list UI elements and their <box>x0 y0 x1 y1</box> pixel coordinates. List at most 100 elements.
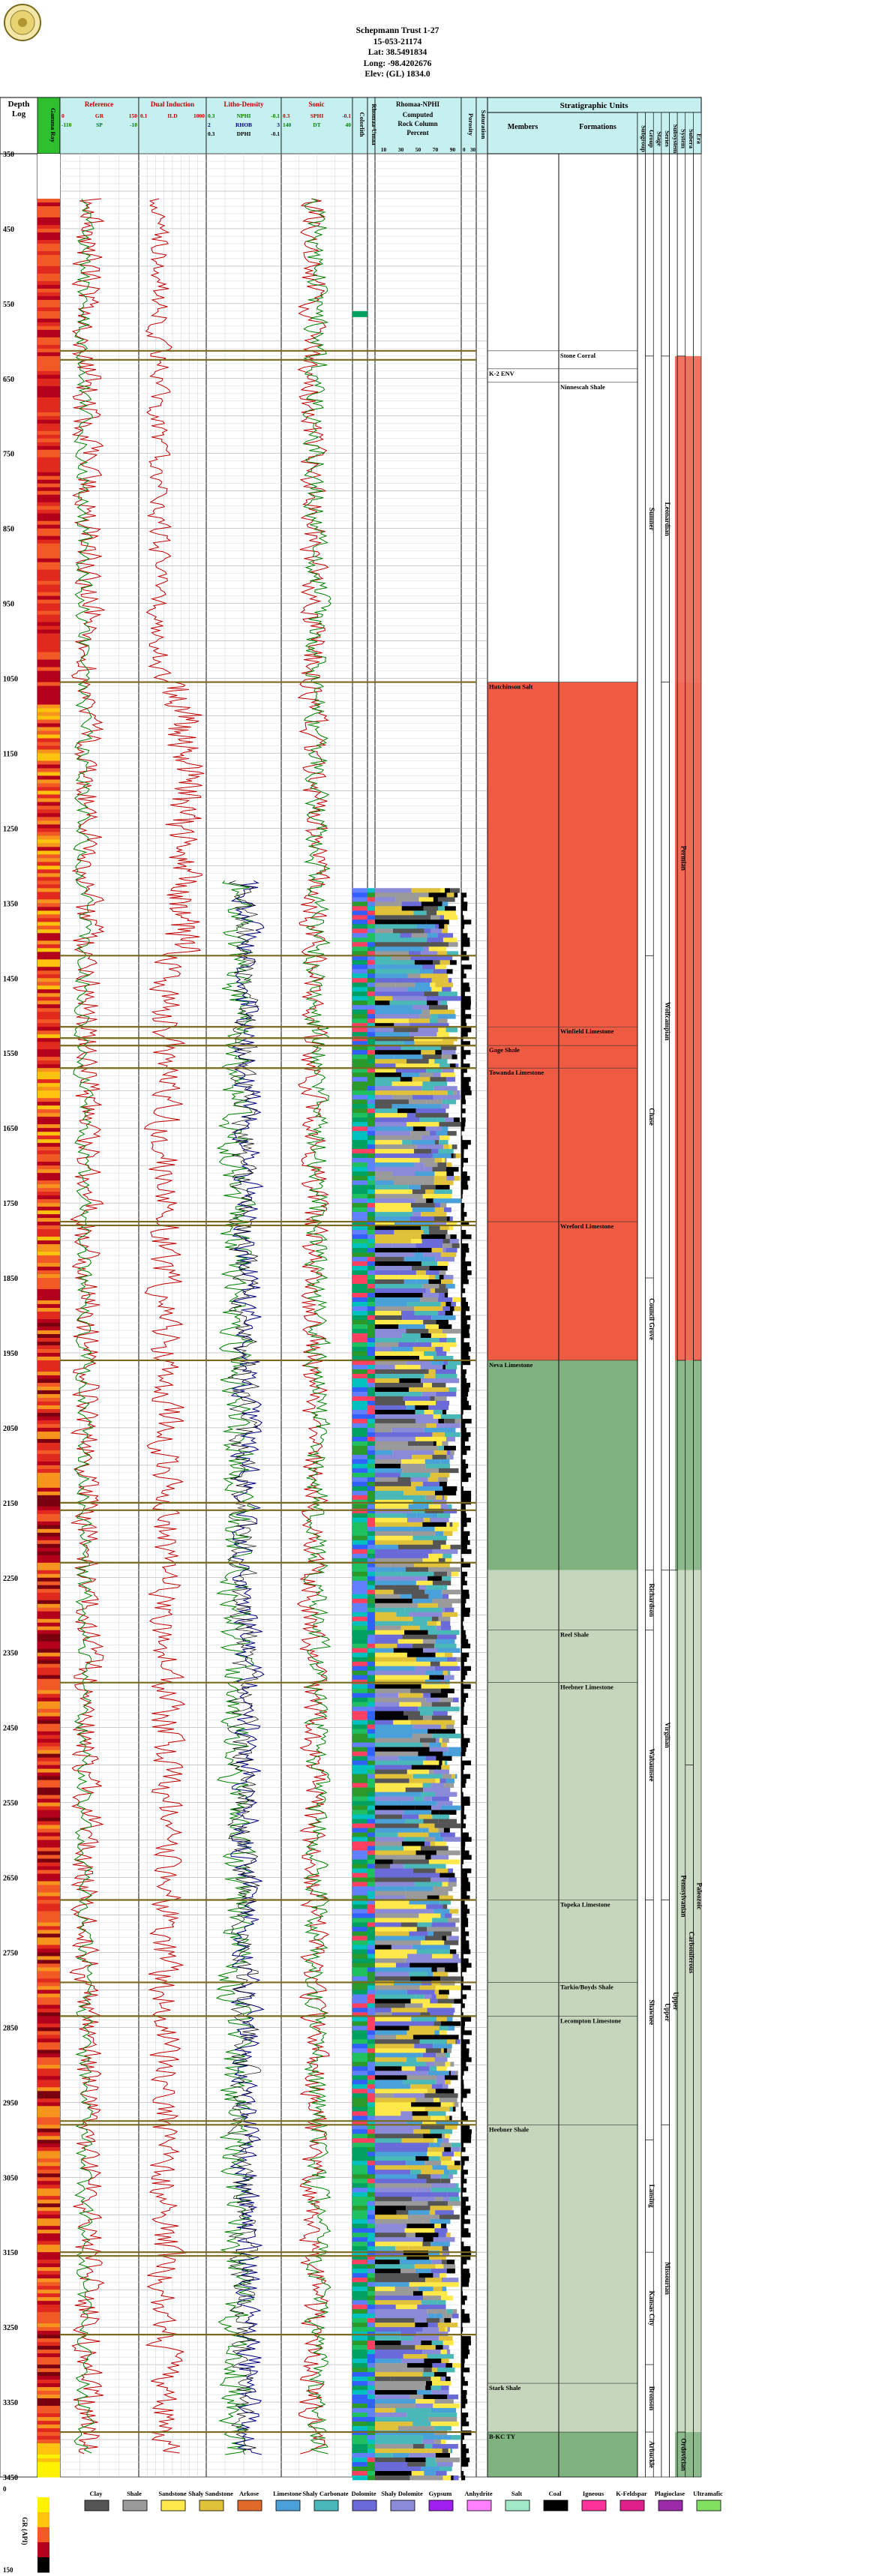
rock-part <box>434 1140 440 1145</box>
colorlith-band <box>352 955 368 961</box>
rock-part <box>375 973 408 979</box>
gamma-band <box>38 314 60 319</box>
porosity-bar <box>461 2408 462 2413</box>
gamma-band <box>38 1806 60 1811</box>
rhomaa-umaa-band <box>368 2417 375 2422</box>
rock-part <box>375 1967 432 1972</box>
porosity-bar <box>461 1864 463 1869</box>
colorlith-band <box>352 1293 368 1298</box>
colorlith-band <box>352 2300 368 2305</box>
carboniferous-label-0: Carboniferous <box>688 1932 695 1974</box>
gamma-band <box>38 2395 60 2399</box>
porosity-bar <box>461 2228 469 2233</box>
colorlith-band <box>352 2021 368 2026</box>
rock-part <box>375 1801 402 1806</box>
rock-part <box>452 1297 456 1303</box>
rhomaa-umaa-band <box>368 1149 375 1154</box>
porosity-bar <box>461 1819 464 1824</box>
rock-part <box>397 919 427 925</box>
porosity-bar <box>461 2363 465 2368</box>
rock-part <box>375 2210 397 2215</box>
gamma-band <box>38 1982 60 1987</box>
rhomaa-umaa-band <box>368 1684 375 1689</box>
rock-part <box>375 2152 428 2157</box>
colorlith-band <box>352 1688 368 1693</box>
rock-part <box>436 2120 459 2125</box>
porosity-bar <box>461 1580 467 1586</box>
track-header-7 <box>374 97 462 154</box>
gamma-band <box>38 2361 60 2365</box>
rock-part <box>433 969 447 974</box>
rock-part <box>452 1697 459 1702</box>
gamma-band <box>38 2035 60 2039</box>
rhomaa-umaa-band <box>368 2431 375 2436</box>
rock-part <box>408 1099 427 1105</box>
rock-part <box>375 2350 423 2355</box>
porosity-bar <box>461 1104 463 1109</box>
gamma-band <box>38 299 60 304</box>
colorlith-band <box>352 2156 368 2161</box>
rock-part <box>432 1598 461 1604</box>
rock-part <box>375 1140 403 1145</box>
rock-part <box>442 1612 458 1618</box>
rock-part <box>411 2017 437 2022</box>
colorlith-band <box>352 1972 368 1977</box>
rhomaa-umaa-band <box>368 1634 375 1640</box>
gamma-band <box>38 1278 60 1282</box>
gamma-band <box>38 2256 60 2260</box>
rock-part <box>430 915 440 920</box>
gamma-band <box>38 1446 60 1451</box>
rock-part <box>375 1346 392 1352</box>
gamma-band <box>38 1225 60 1230</box>
rock-part <box>431 1248 443 1253</box>
rock-part <box>444 1913 452 1918</box>
rock-part <box>392 928 424 934</box>
porosity-bar <box>461 2300 465 2305</box>
gamma-band <box>38 1885 60 1890</box>
colorlith-band <box>352 2170 368 2175</box>
gamma-band <box>38 2200 60 2204</box>
porosity-bar <box>461 1832 469 1837</box>
rock-part <box>425 2386 431 2391</box>
rock-part <box>446 1216 450 1222</box>
porosity-bar <box>461 1216 465 1222</box>
gamma-band <box>38 1416 60 1421</box>
rock-part <box>443 2264 447 2269</box>
rhomaa-umaa-band <box>368 1801 375 1806</box>
gamma-band <box>38 2050 60 2054</box>
rhomaa-umaa-band <box>368 964 375 970</box>
porosity-bar <box>461 1113 463 1118</box>
rock-part <box>395 2408 431 2413</box>
rhomaa-umaa-band <box>368 1302 375 1307</box>
rock-part <box>402 1315 432 1321</box>
rock-part <box>434 2030 440 2035</box>
porosity-bar <box>461 2386 464 2391</box>
rhomaa-umaa-band <box>368 1225 375 1231</box>
gamma-band <box>38 1390 60 1395</box>
rhomaa-umaa-band <box>368 2129 375 2134</box>
rock-part <box>435 2453 450 2458</box>
well-lat: Lat: 38.5491834 <box>368 48 428 57</box>
rock-part <box>434 1288 448 1294</box>
porosity-bar <box>461 2062 466 2067</box>
rock-part <box>440 2179 451 2184</box>
rhomaa-umaa-band <box>368 1311 375 1316</box>
gamma-band <box>38 494 60 499</box>
colorlith-band <box>352 996 368 1001</box>
gamma-band <box>38 832 60 836</box>
gamma-band <box>38 1312 60 1316</box>
rhomaa-umaa-band <box>368 1248 375 1253</box>
rock-part <box>431 1967 437 1972</box>
gamma-band <box>38 2312 60 2317</box>
rock-part <box>423 1787 451 1792</box>
colorlith-band <box>352 2039 368 2044</box>
colorlith-band <box>352 2381 368 2386</box>
rock-part <box>439 2030 447 2035</box>
colorlith-band <box>352 1913 368 1918</box>
rock-part <box>427 2152 442 2157</box>
rank-header-0: Subgroup <box>640 125 647 152</box>
rock-part <box>446 2233 451 2238</box>
ild-curve-lower <box>143 955 187 2454</box>
colorlith-band <box>352 1288 368 1294</box>
gamma-band <box>38 498 60 503</box>
